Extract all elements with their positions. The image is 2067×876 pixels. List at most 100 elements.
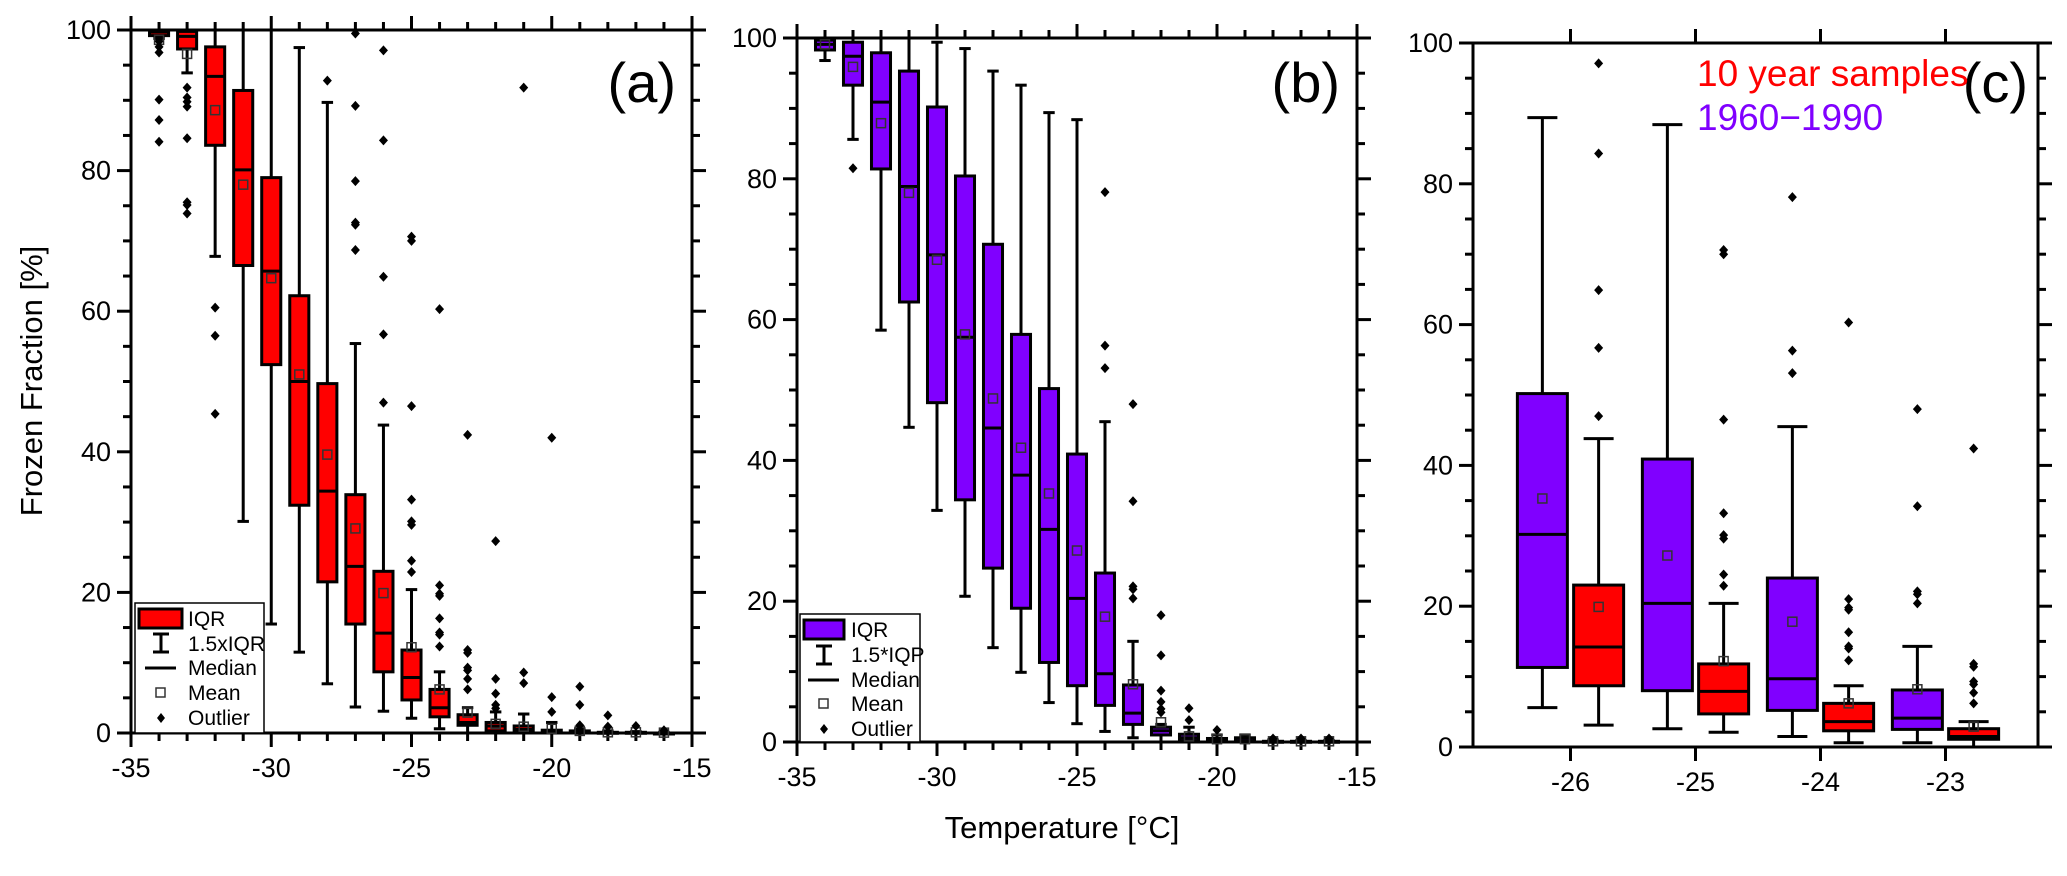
iqr-box — [1572, 583, 1626, 688]
mean-marker — [1912, 684, 1923, 695]
series-1960-1990 — [1515, 116, 1944, 745]
outlier-point — [1128, 496, 1138, 507]
outlier-point — [378, 135, 388, 146]
box-plot — [1289, 733, 1313, 747]
mean-marker — [322, 449, 333, 460]
box-plot — [568, 681, 591, 737]
outlier-point — [1594, 342, 1604, 353]
iqr-box — [981, 242, 1005, 570]
outlier-point — [1787, 192, 1797, 203]
outlier-point — [407, 401, 416, 412]
iqr-box — [1765, 576, 1819, 712]
outlier-point — [603, 710, 613, 721]
legend-a-iqr-swatch — [137, 607, 184, 630]
y-tick-label: 40 — [81, 437, 111, 467]
outlier-point — [1296, 733, 1306, 744]
outlier-point — [1912, 589, 1922, 600]
outlier-point — [1719, 569, 1729, 580]
outlier-point — [1844, 604, 1854, 615]
outlier-point — [547, 432, 557, 443]
y-tick-label: 100 — [1408, 28, 1453, 58]
outlier-point — [575, 681, 585, 692]
outlier-point — [491, 536, 501, 547]
legend-a-outlier-icon — [157, 713, 165, 723]
iqr-box — [869, 51, 893, 171]
outlier-point — [407, 567, 416, 578]
outlier-point — [182, 101, 192, 112]
iqr-box — [1065, 452, 1089, 688]
legend-a-mean-icon — [155, 687, 166, 698]
series-10-year-samples — [1572, 58, 2001, 749]
outlier-point — [575, 720, 585, 731]
box-plot — [1177, 703, 1201, 744]
outlier-point — [378, 329, 388, 340]
iqr-box — [841, 40, 865, 87]
outlier-point — [1128, 584, 1138, 595]
iqr-box — [1009, 332, 1033, 610]
outlier-point — [491, 673, 501, 684]
panel-label-a: (a) — [608, 51, 676, 114]
mean-marker — [1718, 655, 1729, 667]
outlier-point — [1719, 414, 1729, 425]
outlier-point — [1100, 187, 1110, 198]
box-plot — [1515, 116, 1569, 710]
box-plot — [1317, 733, 1341, 747]
outlier-point — [1268, 733, 1278, 744]
iqr-box — [1890, 688, 1944, 731]
outlier-point — [1212, 725, 1222, 736]
outlier-point — [435, 580, 445, 591]
box-plot — [1261, 733, 1285, 747]
iqr-box — [1093, 571, 1117, 707]
box-plot — [344, 28, 367, 709]
box-plot — [981, 69, 1005, 650]
outlier-point — [463, 665, 473, 676]
series-10-year-samples — [148, 28, 675, 738]
x-tick-label: -26 — [1551, 767, 1590, 797]
x-tick-label: -15 — [672, 753, 711, 783]
outlier-point — [848, 163, 858, 174]
mean-marker — [1155, 717, 1167, 728]
outlier-point — [1128, 593, 1138, 604]
box-plot — [428, 304, 451, 731]
outlier-point — [1844, 317, 1854, 328]
mean-marker — [209, 104, 221, 116]
mean-marker — [1239, 733, 1251, 745]
iqr-box — [400, 648, 423, 702]
y-tick-label: 40 — [1423, 450, 1453, 480]
box-plot — [1149, 610, 1173, 744]
box-plot — [624, 720, 647, 738]
mean-marker — [1662, 550, 1673, 561]
panel-label-c: (c) — [1963, 51, 2028, 114]
box-plot — [1572, 58, 1626, 727]
outlier-point — [350, 28, 360, 39]
y-tick-label: 60 — [1423, 310, 1453, 340]
outlier-point — [1969, 443, 1979, 454]
y-tick-label: 20 — [747, 586, 777, 616]
outlier-point — [1844, 627, 1854, 638]
outlier-point — [407, 494, 416, 505]
box-plot — [1640, 123, 1694, 731]
iqr-box — [1037, 387, 1061, 664]
iqr-box — [1121, 683, 1145, 726]
mean-marker — [1099, 611, 1111, 622]
mean-marker — [1787, 616, 1798, 627]
legend-b-mean-icon — [818, 698, 829, 709]
legend-b: IQR 1.5*IQP Median Mean Outlier — [799, 613, 925, 743]
box-plot — [288, 46, 311, 654]
legend-b-outlier-icon — [820, 724, 828, 734]
box-plot — [1890, 404, 1944, 745]
outlier-point — [547, 706, 557, 717]
x-tick-label: -30 — [252, 753, 291, 783]
chart-marks: 0 20 40 60 80 100 -35 -30 -25 -20 -15 0 20 40 60 80 100 -… — [66, 15, 2052, 797]
legend-b-median: Median — [851, 669, 920, 692]
y-tick-label: 0 — [1438, 732, 1453, 762]
outlier-point — [322, 75, 332, 86]
outlier-point — [1969, 687, 1979, 698]
box-plot — [1121, 399, 1145, 740]
y-tick-label: 0 — [762, 727, 777, 757]
outlier-point — [547, 692, 557, 703]
box-plot — [512, 82, 535, 735]
outlier-point — [1844, 594, 1854, 605]
iqr-box — [1640, 457, 1694, 693]
outlier-point — [182, 208, 192, 219]
